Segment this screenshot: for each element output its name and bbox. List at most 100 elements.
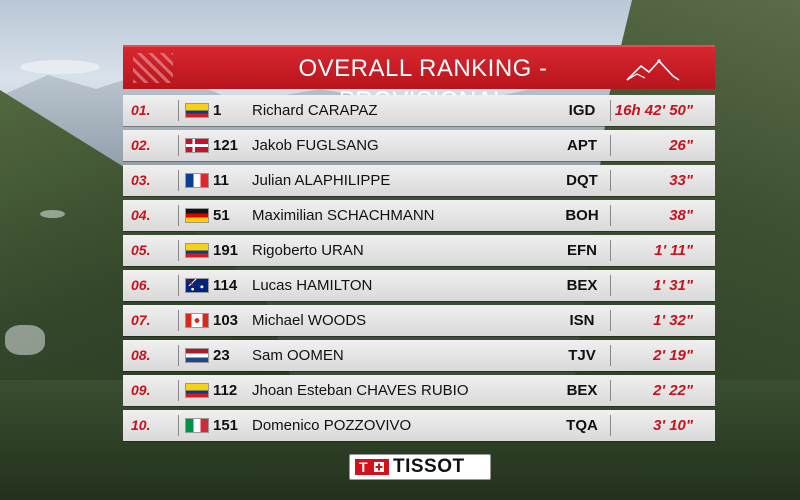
italy-flag — [185, 418, 209, 433]
denmark-flag — [185, 138, 209, 153]
bib-number: 151 — [213, 417, 239, 434]
team-code: BEX — [566, 277, 598, 294]
gap-time: 3' 10" — [653, 417, 693, 434]
tissot-logo: T TISSOT — [349, 454, 491, 480]
gap-time: 1' 31" — [653, 277, 693, 294]
bib-number: 51 — [213, 207, 230, 224]
divider — [178, 135, 179, 156]
divider — [178, 380, 179, 401]
title-pattern — [133, 53, 173, 83]
colombia-flag — [185, 243, 209, 258]
divider — [610, 135, 611, 156]
divider — [610, 345, 611, 366]
rank-position: 01. — [131, 102, 151, 118]
divider — [178, 170, 179, 191]
bib-number: 1 — [213, 102, 222, 119]
divider — [178, 415, 179, 436]
rider-name: Michael WOODS — [252, 312, 367, 329]
australia-flag — [185, 278, 209, 293]
snow-patch — [5, 325, 45, 355]
divider — [178, 310, 179, 331]
bib-number: 121 — [213, 137, 239, 154]
ranking-panel: OVERALL RANKING - PROVISIONAL 01. 1 Richar… — [123, 45, 715, 445]
divider — [610, 170, 611, 191]
ranking-row: 05. 191 Rigoberto URAN EFN 1' 11" — [123, 235, 715, 266]
rider-name: Lucas HAMILTON — [252, 277, 373, 294]
rank-position: 02. — [131, 137, 151, 153]
bib-number: 191 — [213, 242, 239, 259]
divider — [610, 415, 611, 436]
colombia-flag — [185, 383, 209, 398]
ranking-row: 04. 51 Maximilian SCHACHMANN BOH 38" — [123, 200, 715, 231]
rank-position: 08. — [131, 347, 151, 363]
rank-position: 06. — [131, 277, 151, 293]
divider — [178, 240, 179, 261]
ranking-row: 06. 114 Lucas HAMILTON BEX 1' 31" — [123, 270, 715, 301]
ranking-row: 03. 11 Julian ALAPHILIPPE DQT 33" — [123, 165, 715, 196]
gap-time: 26" — [669, 137, 693, 154]
divider — [178, 275, 179, 296]
team-code: IGD — [568, 102, 596, 119]
ranking-row: 08. 23 Sam OOMEN TJV 2' 19" — [123, 340, 715, 371]
france-flag — [185, 173, 209, 188]
snow-patch — [40, 210, 65, 218]
gap-time: 38" — [669, 207, 693, 224]
divider — [610, 310, 611, 331]
rider-name: Jakob FUGLSANG — [252, 137, 379, 154]
bib-number: 103 — [213, 312, 239, 329]
bib-number: 114 — [213, 277, 238, 294]
ranking-title: OVERALL RANKING - PROVISIONAL — [298, 55, 548, 114]
canada-flag — [185, 313, 209, 328]
gap-time: 2' 19" — [653, 347, 693, 364]
rank-position: 03. — [131, 172, 151, 188]
germany-flag — [185, 208, 209, 223]
rank-position: 10. — [131, 417, 151, 433]
gap-time: 16h 42' 50" — [614, 102, 693, 119]
rank-position: 07. — [131, 312, 151, 328]
sponsor-name: TISSOT — [393, 456, 465, 477]
rider-name: Rigoberto URAN — [252, 242, 364, 259]
divider — [610, 205, 611, 226]
swiss-cross-icon — [374, 462, 384, 472]
gap-time: 1' 32" — [653, 312, 693, 329]
divider — [178, 205, 179, 226]
divider — [610, 380, 611, 401]
divider — [610, 100, 611, 121]
rider-name: Maximilian SCHACHMANN — [252, 207, 435, 224]
ranking-row: 02. 121 Jakob FUGLSANG APT 26" — [123, 130, 715, 161]
rank-position: 04. — [131, 207, 151, 223]
gap-time: 1' 11" — [654, 242, 693, 259]
netherlands-flag — [185, 348, 209, 363]
rider-name: Jhoan Esteban CHAVES RUBIO — [252, 382, 469, 399]
bib-number: 23 — [213, 347, 230, 364]
rank-position: 05. — [131, 242, 151, 258]
bib-number: 112 — [213, 382, 238, 399]
divider — [610, 275, 611, 296]
rider-name: Sam OOMEN — [252, 347, 344, 364]
rider-name: Richard CARAPAZ — [252, 102, 378, 119]
title-bar: OVERALL RANKING - PROVISIONAL — [123, 45, 715, 114]
divider — [610, 240, 611, 261]
ranking-row: 07. 103 Michael WOODS ISN 1' 32" — [123, 305, 715, 336]
team-code: BEX — [566, 382, 598, 399]
divider — [178, 100, 179, 121]
team-code: TJV — [568, 347, 596, 364]
team-code: APT — [567, 137, 597, 154]
team-code: ISN — [569, 312, 595, 329]
bib-number: 11 — [213, 172, 229, 189]
gap-time: 33" — [669, 172, 693, 189]
team-code: BOH — [565, 207, 599, 224]
team-code: DQT — [566, 172, 598, 189]
rider-name: Domenico POZZOVIVO — [252, 417, 412, 434]
snow-patch — [20, 60, 100, 74]
rank-position: 09. — [131, 382, 151, 398]
gap-time: 2' 22" — [653, 382, 693, 399]
tissot-mark: T — [355, 459, 389, 475]
team-code: TQA — [566, 417, 598, 434]
rider-name: Julian ALAPHILIPPE — [252, 172, 391, 189]
divider — [178, 345, 179, 366]
ranking-row: 10. 151 Domenico POZZOVIVO TQA 3' 10" — [123, 410, 715, 441]
ranking-row: 01. 1 Richard CARAPAZ IGD 16h 42' 50" — [123, 95, 715, 126]
ranking-row: 09. 112 Jhoan Esteban CHAVES RUBIO BEX 2' 22… — [123, 375, 715, 406]
team-code: EFN — [567, 242, 597, 259]
